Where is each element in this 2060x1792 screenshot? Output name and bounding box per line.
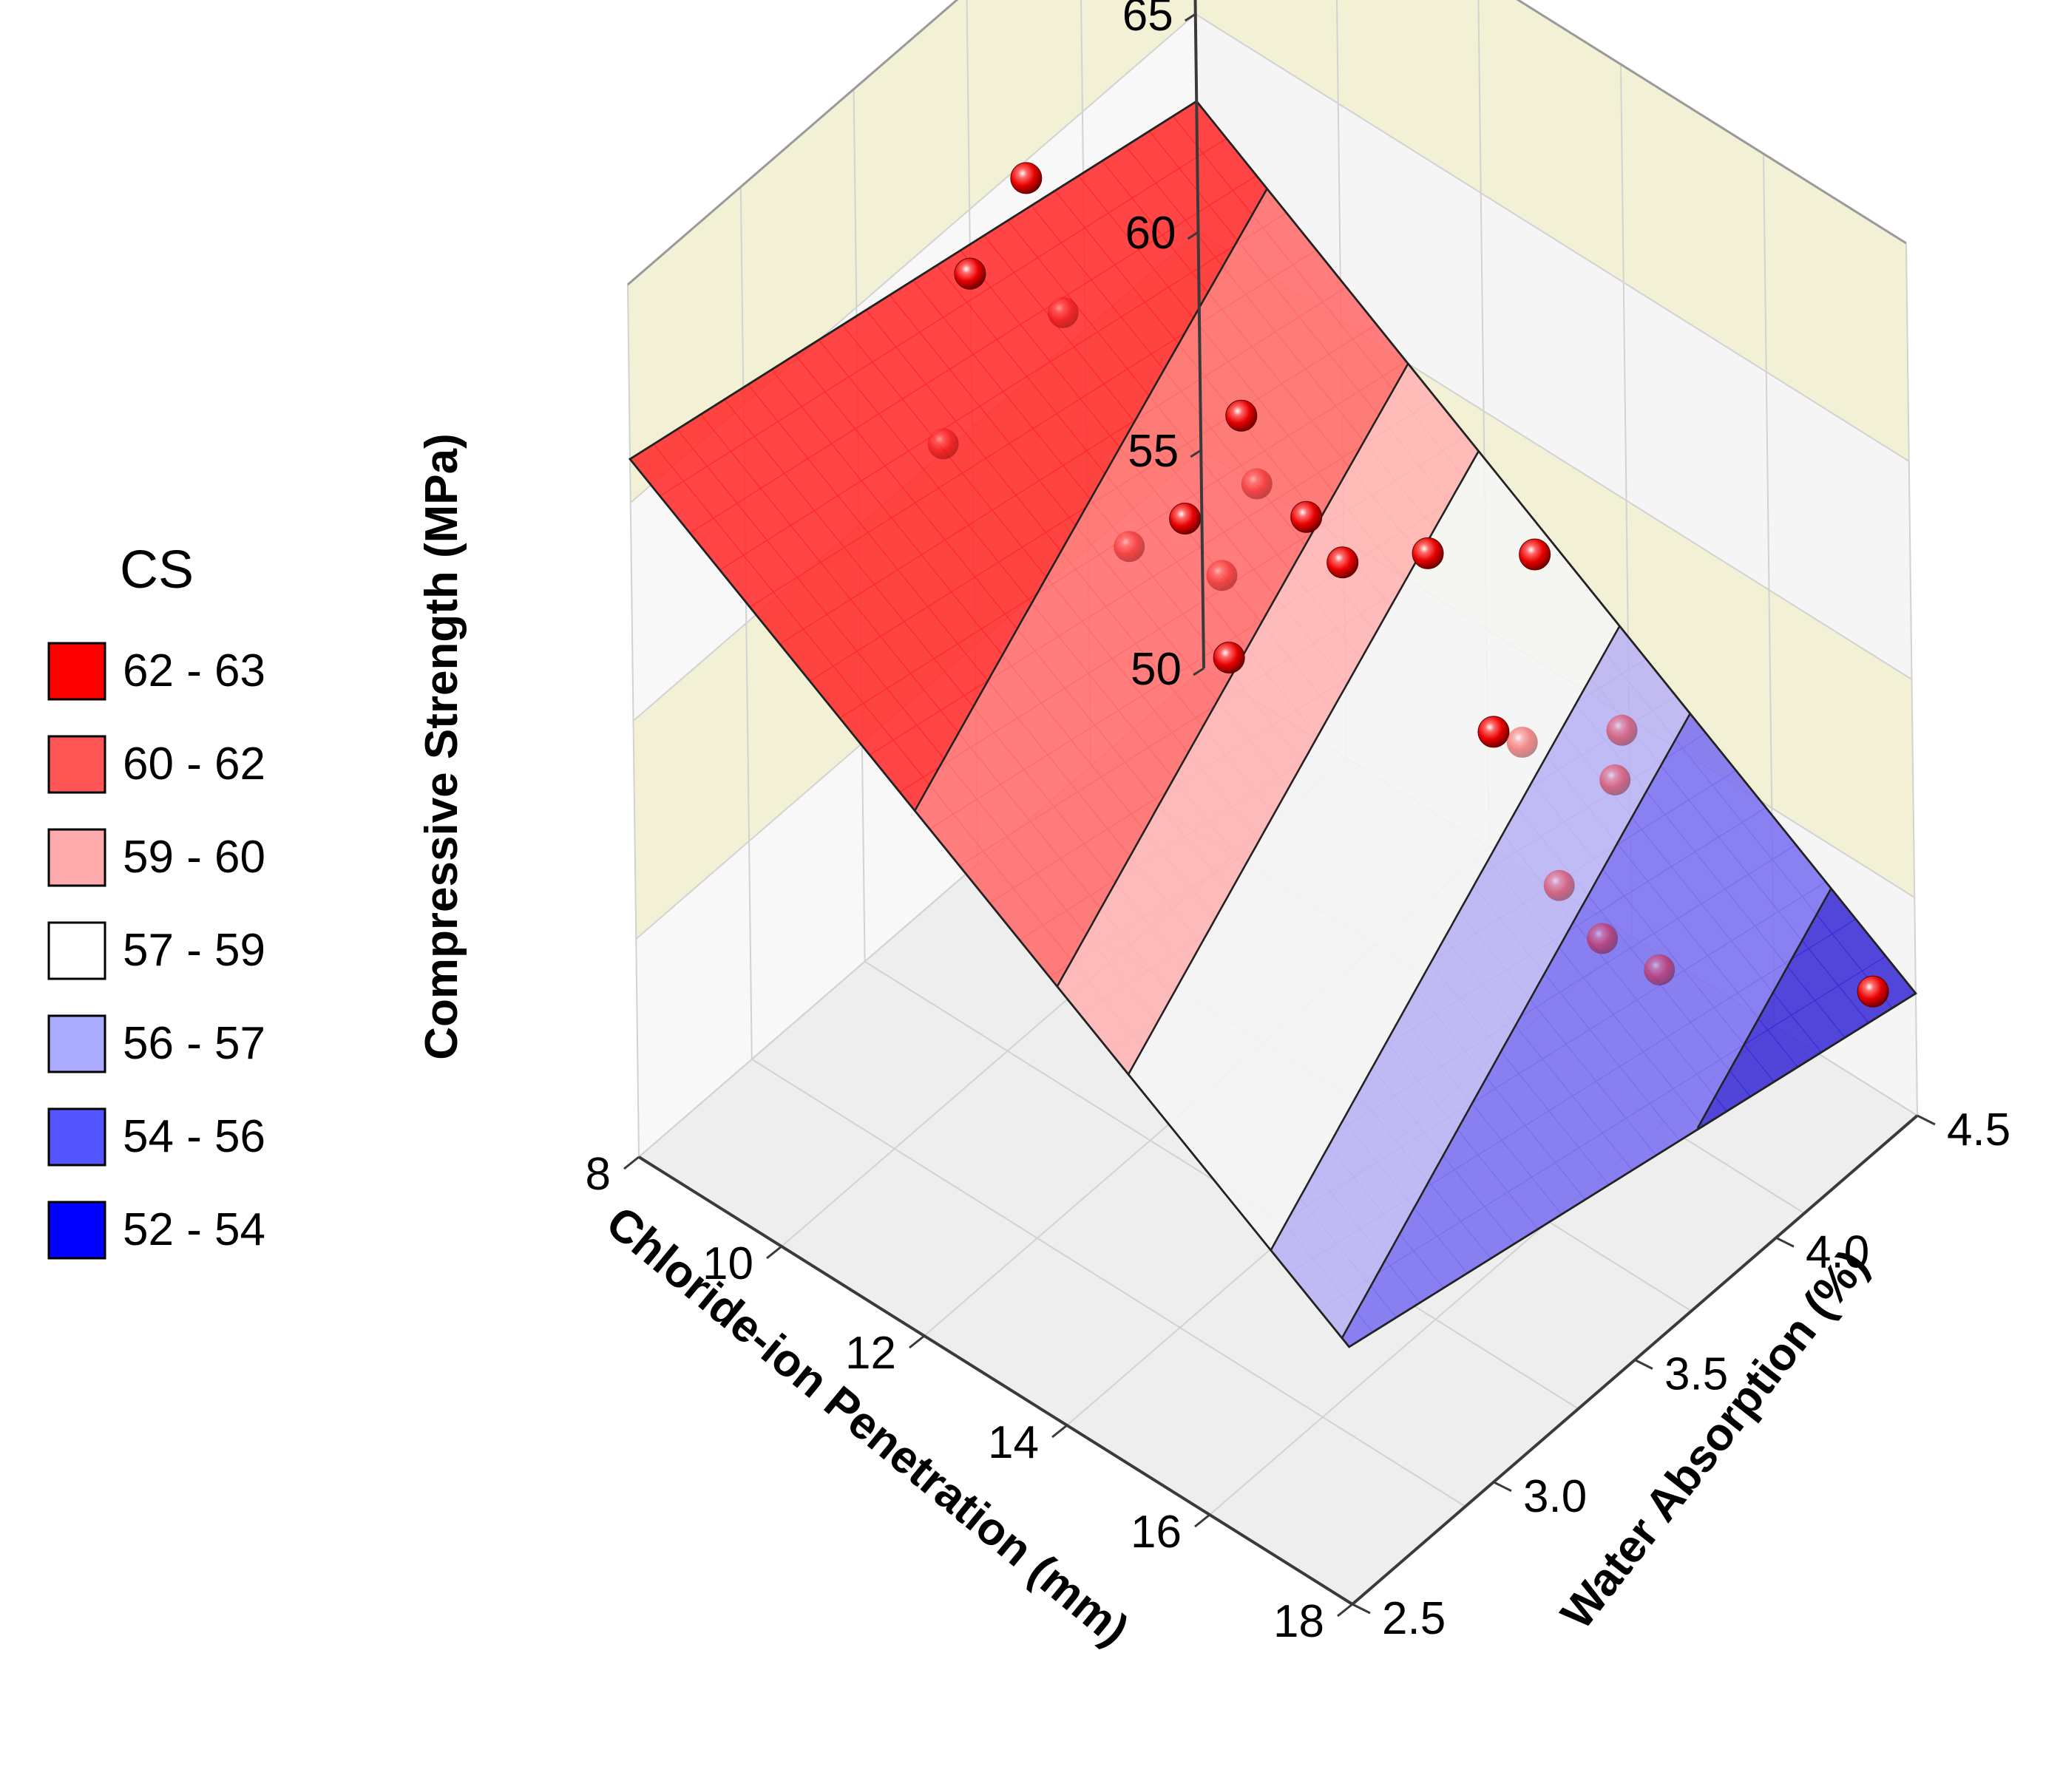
legend-label: 56 - 57 (123, 1018, 265, 1069)
z-tick-label: 65 (1122, 0, 1173, 41)
data-point (1519, 539, 1551, 570)
legend-swatch (49, 1202, 105, 1258)
data-point (1048, 297, 1079, 328)
legend-swatch (49, 736, 105, 793)
data-point (1226, 400, 1257, 431)
data-point (1114, 531, 1145, 562)
data-point (1587, 923, 1618, 954)
x-tick (767, 1246, 782, 1258)
legend-label: 62 - 63 (123, 645, 265, 696)
x-tick-label: 10 (702, 1238, 753, 1289)
data-point (1241, 469, 1273, 500)
data-point (1412, 537, 1443, 569)
z-tick-label: 55 (1128, 426, 1179, 477)
y-tick-label: 3.5 (1664, 1349, 1728, 1400)
legend-swatch (49, 1109, 105, 1165)
data-point (1291, 501, 1322, 532)
y-tick (1776, 1238, 1794, 1246)
legend-swatch (49, 643, 105, 699)
z-tick-label: 60 (1125, 208, 1176, 259)
data-point (1607, 715, 1638, 746)
y-tick-label: 2.5 (1382, 1593, 1446, 1644)
data-point (955, 258, 986, 289)
data-point (1507, 727, 1538, 758)
data-point (1599, 764, 1630, 795)
y-tick (1352, 1604, 1370, 1613)
y-tick-label: 4.5 (1947, 1104, 2010, 1155)
x-tick (1052, 1425, 1067, 1437)
x-tick (1195, 1515, 1210, 1527)
x-tick (624, 1157, 639, 1169)
data-point (1478, 716, 1509, 747)
data-point (928, 428, 959, 459)
legend-swatch (49, 829, 105, 886)
legend: CS 62 - 63 60 - 62 59 - 60 57 - 59 56 - 57 54… (49, 540, 265, 1258)
y-tick (1917, 1116, 1935, 1124)
data-point (1857, 976, 1888, 1007)
y-tick-label: 3.0 (1523, 1471, 1587, 1522)
z-tick-label: 50 (1131, 644, 1182, 695)
data-point (1544, 870, 1575, 901)
legend-label: 60 - 62 (123, 739, 265, 790)
legend-title: CS (120, 540, 194, 600)
data-point (1213, 642, 1244, 673)
y-tick (1635, 1360, 1653, 1369)
x-tick (1338, 1604, 1352, 1616)
legend-label: 54 - 56 (123, 1111, 265, 1162)
x-tick-label: 16 (1131, 1507, 1182, 1558)
y-tick (1494, 1482, 1511, 1491)
data-point (1011, 163, 1042, 194)
legend-swatch (49, 923, 105, 979)
x-tick-label: 8 (586, 1149, 611, 1200)
x-tick (909, 1336, 924, 1348)
data-point (1644, 954, 1675, 985)
x-tick-label: 14 (988, 1417, 1039, 1468)
data-point (1327, 547, 1358, 578)
x-tick-label: 12 (845, 1328, 896, 1379)
legend-label: 57 - 59 (123, 925, 265, 976)
legend-label: 59 - 60 (123, 832, 265, 883)
data-point (1170, 503, 1201, 534)
data-point (1207, 560, 1238, 591)
legend-swatch (49, 1016, 105, 1072)
legend-label: 52 - 54 (123, 1204, 265, 1255)
z-axis-title: Compressive Strength (MPa) (416, 433, 467, 1060)
y-tick-label: 4.0 (1806, 1226, 1869, 1277)
x-tick-label: 18 (1273, 1596, 1324, 1647)
